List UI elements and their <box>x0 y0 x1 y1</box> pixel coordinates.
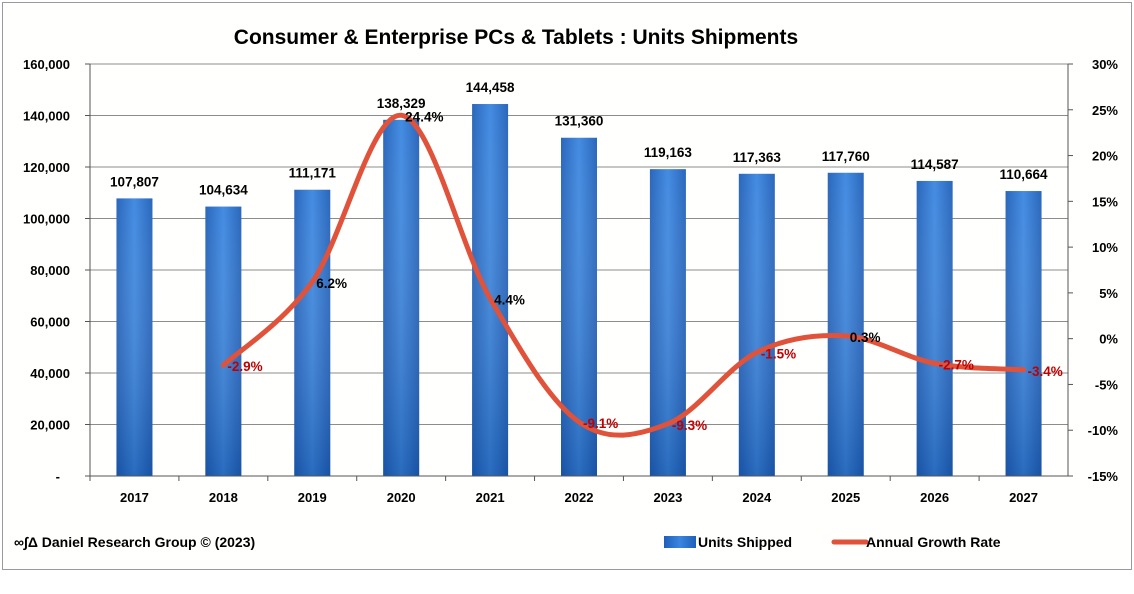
x-tick-label: 2022 <box>565 490 594 505</box>
growth-rate-label: -9.3% <box>672 418 707 433</box>
legend-label-units: Units Shipped <box>698 534 792 550</box>
bar-shade-2027 <box>1005 191 1042 476</box>
y-right-tick-label: 0% <box>1099 332 1118 347</box>
bar-shade-2020 <box>383 119 420 476</box>
bar-shade-2019 <box>294 189 331 476</box>
x-tick-label: 2027 <box>1009 490 1038 505</box>
growth-rate-label: -3.4% <box>1028 364 1063 379</box>
bar-value-label: 114,587 <box>911 157 959 172</box>
y-left-tick-label: - <box>56 469 60 484</box>
bar-shade-2024 <box>738 173 775 476</box>
y-right-tick-label: 10% <box>1092 240 1118 255</box>
x-tick-label: 2019 <box>298 490 327 505</box>
growth-rate-line <box>220 112 1027 438</box>
footer-credit: ∞∫Δ Daniel Research Group © (2023) <box>14 534 255 551</box>
y-left-tick-label: 20,000 <box>30 418 70 433</box>
y-left-tick-label: 80,000 <box>30 263 70 278</box>
x-tick-label: 2026 <box>920 490 949 505</box>
x-tick-label: 2023 <box>653 490 682 505</box>
y-left-tick-label: 160,000 <box>23 57 70 72</box>
y-left-tick-label: 40,000 <box>30 366 70 381</box>
bar-value-label: 107,807 <box>110 174 159 189</box>
bar-value-label: 144,458 <box>466 80 515 95</box>
bar-shade-2021 <box>472 104 509 476</box>
bar-value-label: 104,634 <box>199 183 248 198</box>
legend-label-growth: Annual Growth Rate <box>866 534 1001 550</box>
y-right-tick-label: 30% <box>1092 57 1118 72</box>
y-right-tick-label: -15% <box>1088 469 1119 484</box>
bar-shade-2018 <box>205 206 242 476</box>
bar-value-label: 110,664 <box>1000 167 1049 182</box>
bar-value-label: 111,171 <box>289 166 337 181</box>
growth-rate-label: 24.4% <box>405 109 443 124</box>
y-right-tick-label: 15% <box>1092 194 1118 209</box>
bar-value-label: 117,363 <box>733 150 782 165</box>
y-right-tick-label: -5% <box>1095 377 1119 392</box>
bar-value-label: 117,760 <box>822 149 870 164</box>
y-right-tick-label: 25% <box>1092 103 1118 118</box>
x-tick-label: 2017 <box>120 490 149 505</box>
y-left-tick-label: 140,000 <box>23 109 70 124</box>
growth-rate-label: 6.2% <box>316 276 347 291</box>
x-tick-label: 2025 <box>831 490 860 505</box>
x-tick-label: 2018 <box>209 490 238 505</box>
x-tick-label: 2020 <box>387 490 416 505</box>
y-left-tick-label: 100,000 <box>23 212 70 227</box>
growth-rate-label: -9.1% <box>583 416 618 431</box>
growth-rate-label: 0.3% <box>850 330 881 345</box>
legend-swatch-units <box>664 536 696 548</box>
bar-value-label: 138,329 <box>377 96 426 111</box>
bar-value-label: 131,360 <box>555 114 604 129</box>
x-tick-label: 2024 <box>742 490 772 505</box>
growth-rate-label: -2.9% <box>227 359 262 374</box>
legend: Units Shipped Annual Growth Rate <box>664 534 1001 550</box>
bar-shade-2025 <box>827 172 864 476</box>
growth-rate-label: -2.7% <box>939 357 974 372</box>
bar-shade-2026 <box>916 180 953 476</box>
y-right-tick-label: 5% <box>1099 286 1118 301</box>
chart-title: Consumer & Enterprise PCs & Tablets : Un… <box>234 26 798 49</box>
y-right-tick-label: 20% <box>1092 149 1118 164</box>
bar-value-label: 119,163 <box>644 145 693 160</box>
y-left-tick-label: 60,000 <box>30 315 70 330</box>
y-right-tick-label: -10% <box>1088 423 1119 438</box>
x-tick-label: 2021 <box>476 490 505 505</box>
y-left-tick-label: 120,000 <box>23 160 70 175</box>
bar-shade-2017 <box>116 198 153 476</box>
growth-rate-label: 4.4% <box>494 292 525 307</box>
growth-rate-label: -1.5% <box>761 346 796 361</box>
